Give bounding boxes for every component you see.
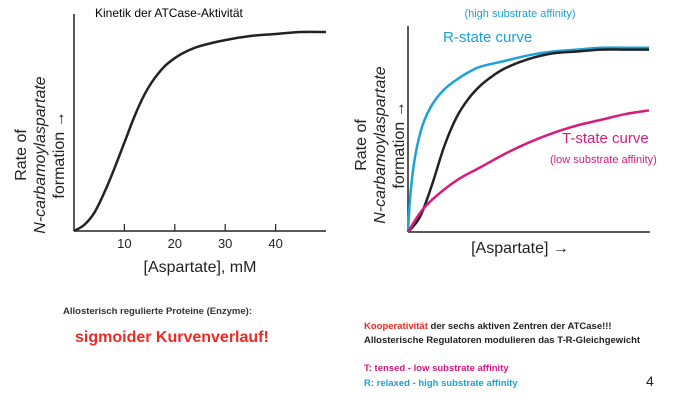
chart-right-series-t-state [406, 109, 650, 233]
cooperativity-term: Kooperativität [364, 321, 428, 332]
chart-left-xtick-label: 10 [117, 236, 131, 251]
cooperativity-line: Kooperativität der sechs aktiven Zentren… [364, 321, 612, 332]
chart-left-xtick-label: 20 [168, 236, 182, 251]
left-caption: Allosterisch regulierte Proteine (Enzyme… [63, 306, 252, 317]
legend-r-relaxed: R: relaxed - high substrate affinity [364, 378, 518, 389]
sigmoid-highlight: sigmoider Kurvenverlauf! [75, 329, 269, 346]
chart-left-xlabel: [Aspartate], mM [144, 259, 257, 276]
chart-right-ylabel-3: formation → [391, 101, 408, 188]
chart-left: Kinetik der ATCase-Aktivität Rate of N-c… [13, 6, 327, 276]
chart-right-label-r-state: R-state curve [443, 29, 532, 46]
page-number: 4 [646, 373, 654, 389]
legend-t-tensed: T: tensed - low substrate affinity [364, 363, 509, 374]
chart-right-sublabel-t-state: (low substrate affinity) [550, 154, 657, 166]
chart-left-ylabel-1: Rate of [13, 129, 30, 181]
chart-right-annotation-top: (high substrate affinity) [464, 8, 575, 20]
chart-right-ylabel-1: Rate of [353, 119, 370, 171]
chart-right-label-t-state: T-state curve [562, 130, 649, 147]
regulator-line: Allosterische Regulatoren modulieren das… [364, 335, 641, 346]
chart-left-series-line [73, 30, 327, 233]
chart-right: (high substrate affinity) Rate of N-carb… [353, 8, 657, 257]
chart-right-series-r-state [406, 46, 649, 233]
chart-right-series-black [407, 48, 649, 233]
chart-right-ylabel-2: N-carbamoylaspartate [372, 66, 389, 224]
chart-left-ylabel-2: N-carbamoylaspartate [32, 76, 49, 234]
chart-left-xtick-label: 40 [268, 236, 282, 251]
cooperativity-rest: der sechs aktiven Zentren der ATCase!!! [427, 321, 612, 332]
chart-left-title: Kinetik der ATCase-Aktivität [95, 6, 243, 20]
chart-right-xlabel: [Aspartate] → [471, 240, 569, 257]
chart-left-ylabel-3: formation → [51, 111, 68, 198]
chart-left-xtick-label: 30 [218, 236, 232, 251]
